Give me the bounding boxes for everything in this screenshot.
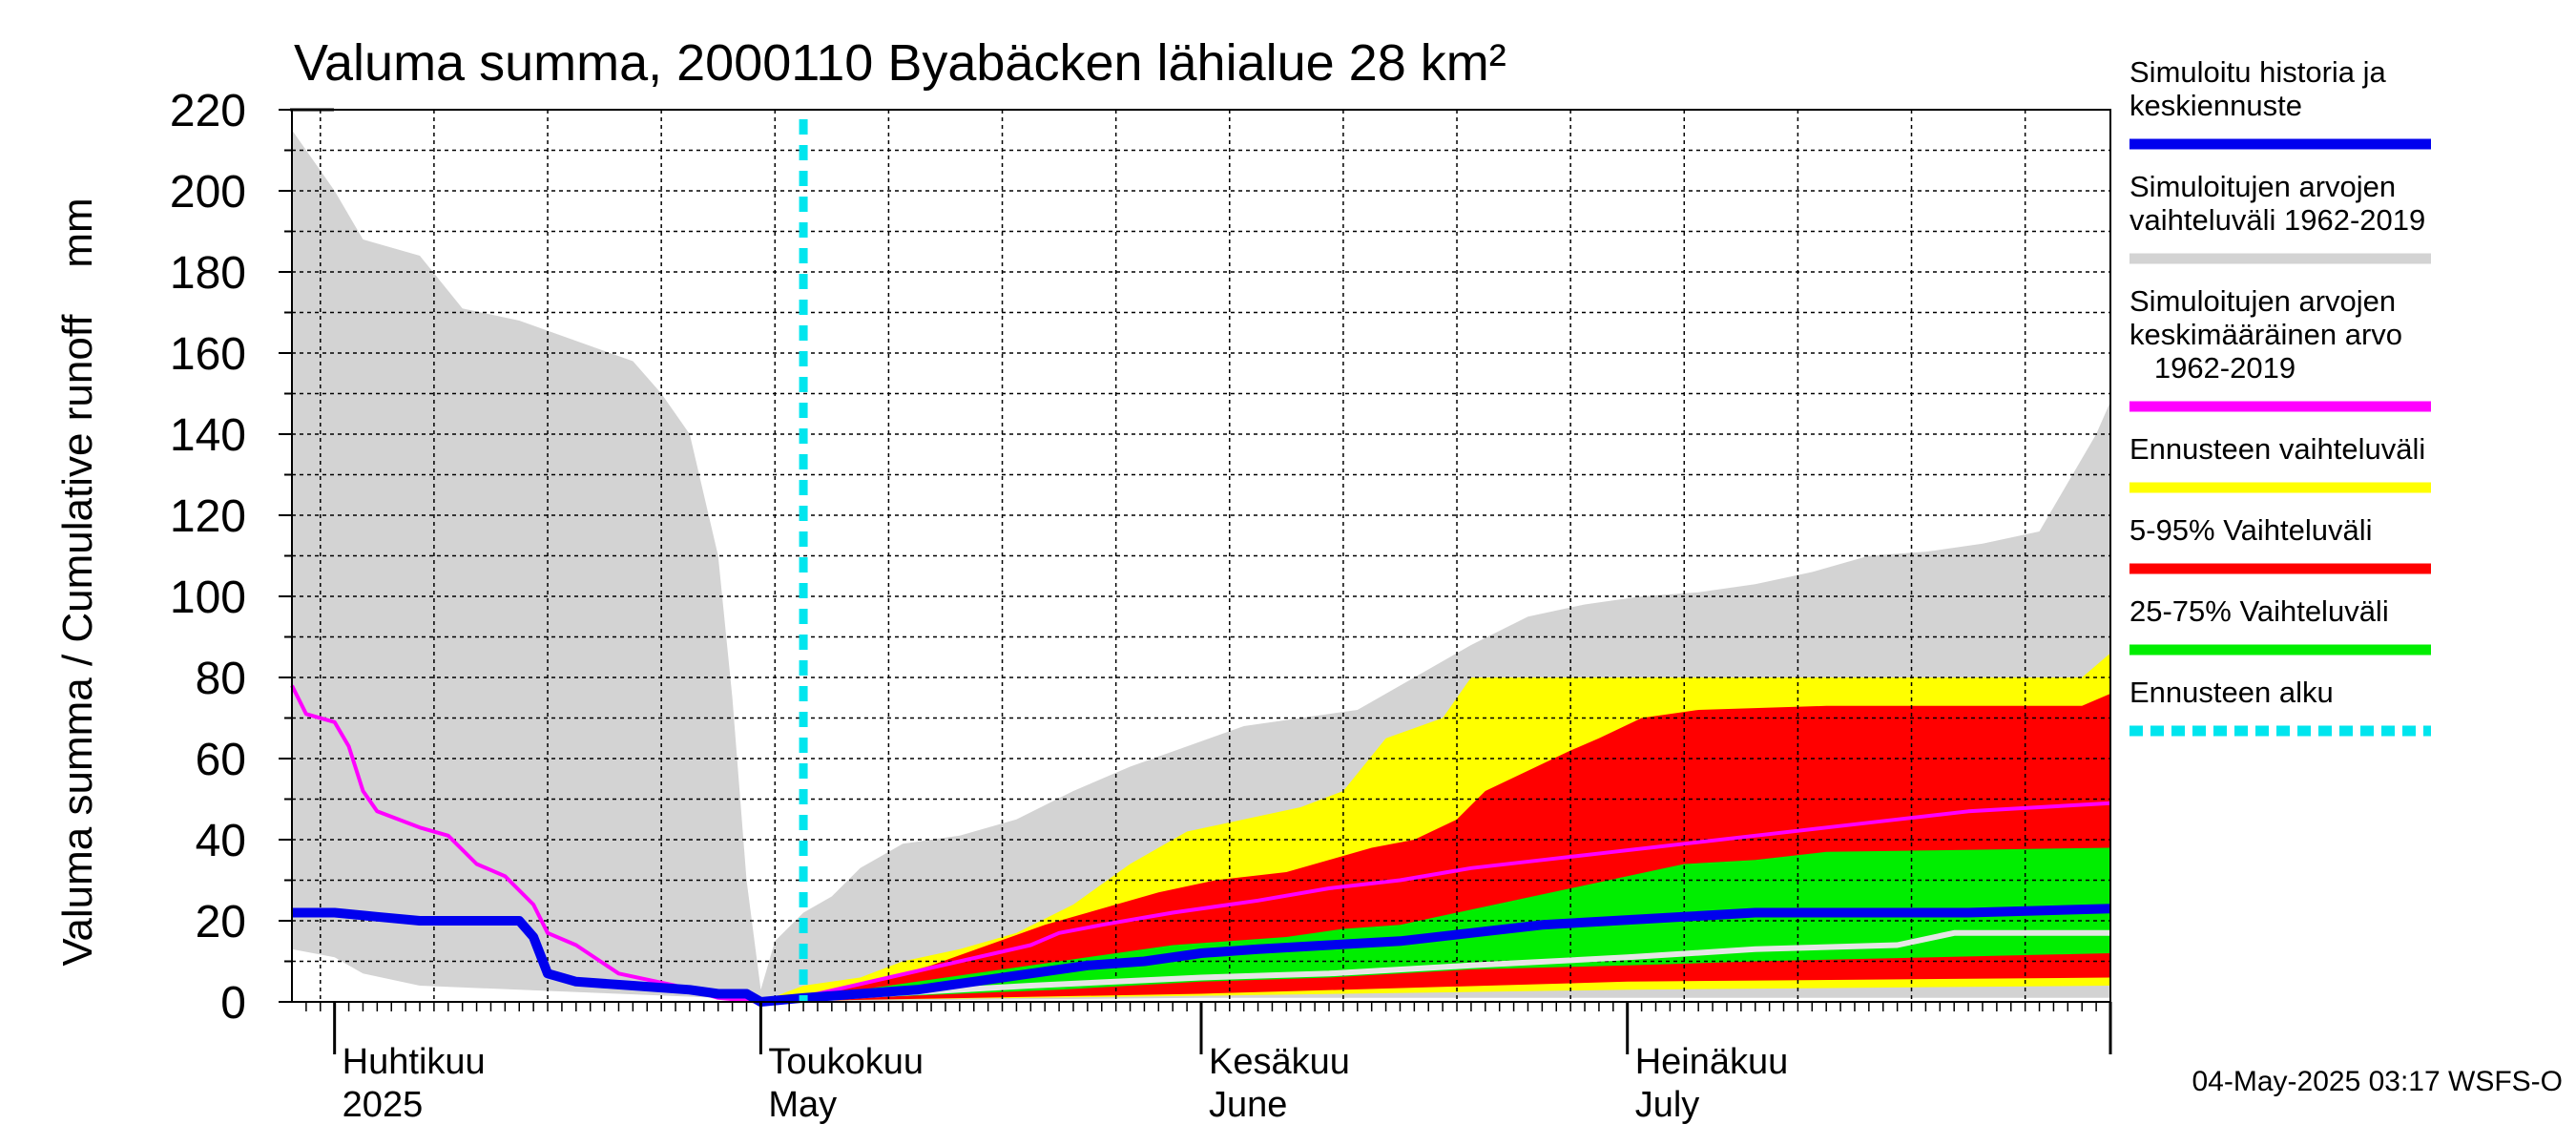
y-tick-labels: 0 20 40 60 80 100 120 140 160 180 200 220 xyxy=(170,86,246,1029)
legend-label: 1962-2019 xyxy=(2129,351,2296,385)
legend-item: Ennusteen vaihteluväli xyxy=(2129,432,2431,493)
y-tick-label: 20 xyxy=(196,897,246,947)
sim_history-line xyxy=(292,904,2111,1007)
grey_median-line xyxy=(760,929,2110,1005)
y-tick-label: 100 xyxy=(170,572,246,623)
legend-label: Ennusteen vaihteluväli xyxy=(2129,432,2425,466)
y-tick-label: 0 xyxy=(220,978,246,1029)
month-label-en: May xyxy=(768,1085,837,1125)
month-label-en: 2025 xyxy=(343,1085,424,1125)
month-label-fi: Toukokuu xyxy=(768,1042,924,1082)
legend-item: 5-95% Vaihteluväli xyxy=(2129,513,2431,574)
month-label-fi: Huhtikuu xyxy=(343,1042,486,1082)
month-label-en: July xyxy=(1635,1085,1700,1125)
month-label-fi: Heinäkuu xyxy=(1635,1042,1789,1082)
legend-item: 25-75% Vaihteluväli xyxy=(2129,594,2431,656)
legend-label: Simuloitu historia ja xyxy=(2129,55,2387,89)
legend-label: keskimääräinen arvo xyxy=(2129,318,2402,351)
legend-label: 25-75% Vaihteluväli xyxy=(2129,594,2389,628)
chart-title: Valuma summa, 2000110 Byabäcken lähialue… xyxy=(294,34,1506,92)
month-label-fi: Kesäkuu xyxy=(1209,1042,1350,1082)
y-tick-label: 160 xyxy=(170,329,246,380)
legend-label: Simuloitujen arvojen xyxy=(2129,284,2396,318)
y-axis-label: Valuma summa / Cumulative runoff mm xyxy=(54,198,101,966)
y-tick-label: 80 xyxy=(196,654,246,704)
legend-label: keskiennuste xyxy=(2129,89,2302,122)
legend-item: Ennusteen alku xyxy=(2129,676,2431,737)
mean_1962_2019-line xyxy=(290,684,2111,1004)
footer-timestamp: 04-May-2025 03:17 WSFS-O xyxy=(2192,1066,2564,1097)
month-label-en: June xyxy=(1209,1085,1287,1125)
legend-label: Simuloitujen arvojen xyxy=(2129,170,2396,203)
axes-layer xyxy=(279,108,2112,1054)
y-tick-label: 120 xyxy=(170,491,246,542)
lines-layer xyxy=(290,119,2111,1007)
y-tick-label: 220 xyxy=(170,86,246,136)
legend: Simuloitu historia jakeskiennusteSimuloi… xyxy=(2129,55,2431,737)
y-tick-label: 140 xyxy=(170,410,246,461)
y-tick-label: 60 xyxy=(196,735,246,785)
legend-label: vaihteluväli 1962-2019 xyxy=(2129,203,2425,237)
y-tick-label: 40 xyxy=(196,816,246,866)
y-tick-label: 180 xyxy=(170,248,246,299)
legend-label: Ennusteen alku xyxy=(2129,676,2334,709)
y-tick-label: 200 xyxy=(170,167,246,218)
legend-label: 5-95% Vaihteluväli xyxy=(2129,513,2372,547)
